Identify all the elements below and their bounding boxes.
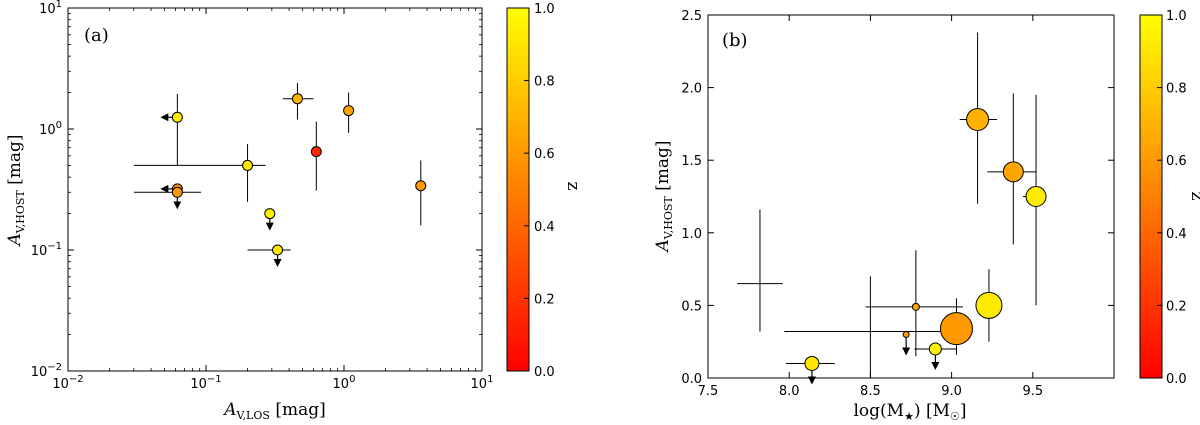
panel-b-colorbar-ticks: 0.0 0.2 0.4 0.6 0.8 1.0 xyxy=(1157,9,1187,387)
panel-a-ytick-label: 101 xyxy=(39,0,62,17)
panel-b-xtick-label: 7.5 xyxy=(698,384,719,399)
panel-a-point xyxy=(242,159,254,171)
panel-a-xlabel: AV,LOS [mag] xyxy=(222,400,325,422)
panel-a-label: (a) xyxy=(84,25,109,46)
panel-b-ytick-label: 0.0 xyxy=(681,372,702,387)
panel-b: 7.5 8.0 8.5 9.0 9.5 0.0 0.5 1.0 1.5 2.0 2.5 (b) lo… xyxy=(653,9,1200,423)
panel-b-points xyxy=(737,32,1047,385)
panel-b-colorbar-gradient xyxy=(1139,14,1163,379)
panel-a-point xyxy=(272,244,284,256)
panel-a-colorbar-label: z xyxy=(563,182,583,191)
panel-a-ytick-label: 10−2 xyxy=(31,362,62,380)
panel-b-point xyxy=(928,342,942,356)
panel-b-colorbar: 0.0 0.2 0.4 0.6 0.8 1.0 z xyxy=(1139,9,1200,387)
panel-a-cbtick-label: 0.6 xyxy=(534,147,555,162)
panel-b-cbtick-label: 0.8 xyxy=(1166,82,1187,97)
panel-a: 10−2 10−1 100 101 10−2 10−1 100 101 (a) AV,LOS … xyxy=(5,0,583,422)
panel-b-point xyxy=(975,291,1003,319)
panel-a-ylabel: AV,HOST [mag] xyxy=(5,134,27,247)
panel-a-cbtick-label: 1.0 xyxy=(534,2,555,17)
panel-b-cbtick-label: 0.2 xyxy=(1166,299,1187,314)
panel-b-cbtick-label: 1.0 xyxy=(1166,9,1187,24)
panel-b-label: (b) xyxy=(722,30,748,51)
panel-a-xtick-label: 100 xyxy=(333,374,356,392)
panel-b-xtick-label: 8.5 xyxy=(860,384,881,399)
panel-a-cbtick-label: 0.8 xyxy=(534,75,555,90)
panel-a-colorbar-ticks: 0.0 0.2 0.4 0.6 0.8 1.0 xyxy=(524,2,555,380)
panel-b-xtick-label: 9.0 xyxy=(941,384,962,399)
panel-a-ytick-label: 10−1 xyxy=(31,241,62,259)
panel-a-xtick-label: 101 xyxy=(471,374,494,392)
panel-a-ticks: 10−2 10−1 100 101 10−2 10−1 100 101 xyxy=(31,0,494,392)
panel-a-cbtick-label: 0.2 xyxy=(534,292,555,307)
panel-a-point xyxy=(415,180,427,192)
panel-a-point xyxy=(310,146,322,158)
panel-a-xtick-label: 10−2 xyxy=(52,374,83,392)
panel-b-cbtick-label: 0.6 xyxy=(1166,154,1187,169)
panel-b-cbtick-label: 0.4 xyxy=(1166,227,1187,242)
panel-a-ytick-label: 100 xyxy=(39,120,62,138)
panel-b-point-nomarker xyxy=(869,330,872,333)
panel-b-xtick-label: 8.0 xyxy=(779,384,800,399)
panel-a-colorbar: 0.0 0.2 0.4 0.6 0.8 1.0 z xyxy=(506,2,583,380)
panel-a-xtick-label: 10−1 xyxy=(190,374,221,392)
panel-b-colorbar-label: z xyxy=(1187,192,1200,201)
panel-b-ytick-label: 2.5 xyxy=(681,9,702,24)
panel-b-point xyxy=(966,108,990,132)
panel-b-xlabel: log(M★) [M☉] xyxy=(853,401,966,423)
panel-b-point xyxy=(1002,161,1024,183)
panel-a-points xyxy=(133,82,427,267)
panel-b-ytick-label: 0.5 xyxy=(681,299,702,314)
panel-b-ylabel: AV,HOST [mag] xyxy=(653,140,675,253)
panel-b-ytick-label: 1.5 xyxy=(681,154,702,169)
panel-b-point-nomarker xyxy=(759,282,761,285)
panel-b-point xyxy=(939,312,973,346)
panel-a-point xyxy=(291,93,303,105)
panel-b-point xyxy=(911,302,920,311)
panel-a-colorbar-gradient xyxy=(506,7,530,372)
panel-b-point xyxy=(1025,186,1047,207)
panel-a-cbtick-label: 0.4 xyxy=(534,220,555,235)
panel-b-point xyxy=(902,330,910,338)
panel-b-cbtick-label: 0.0 xyxy=(1166,372,1187,387)
panel-a-frame xyxy=(67,7,483,372)
panel-b-point xyxy=(804,355,820,371)
panel-b-ytick-label: 1.0 xyxy=(681,227,702,242)
panel-b-xtick-label: 9.5 xyxy=(1022,384,1043,399)
panel-b-frame xyxy=(707,14,1115,379)
panel-b-ticks: 7.5 8.0 8.5 9.0 9.5 0.0 0.5 1.0 1.5 2.0 2.5 xyxy=(681,9,1114,399)
panel-a-point xyxy=(343,105,355,117)
panel-a-point xyxy=(171,186,183,198)
panel-a-cbtick-label: 0.0 xyxy=(534,365,555,380)
panel-a-point xyxy=(171,111,183,123)
panel-b-ytick-label: 2.0 xyxy=(681,82,702,97)
panel-a-point xyxy=(264,208,276,220)
